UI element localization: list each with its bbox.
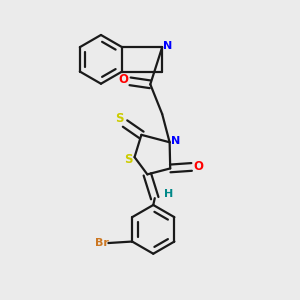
Text: H: H [164,189,173,199]
Text: S: S [124,153,132,166]
Text: N: N [163,41,172,51]
Text: N: N [171,136,180,146]
Text: O: O [193,160,203,173]
Text: Br: Br [95,238,109,248]
Text: S: S [116,112,124,125]
Text: O: O [118,74,129,86]
